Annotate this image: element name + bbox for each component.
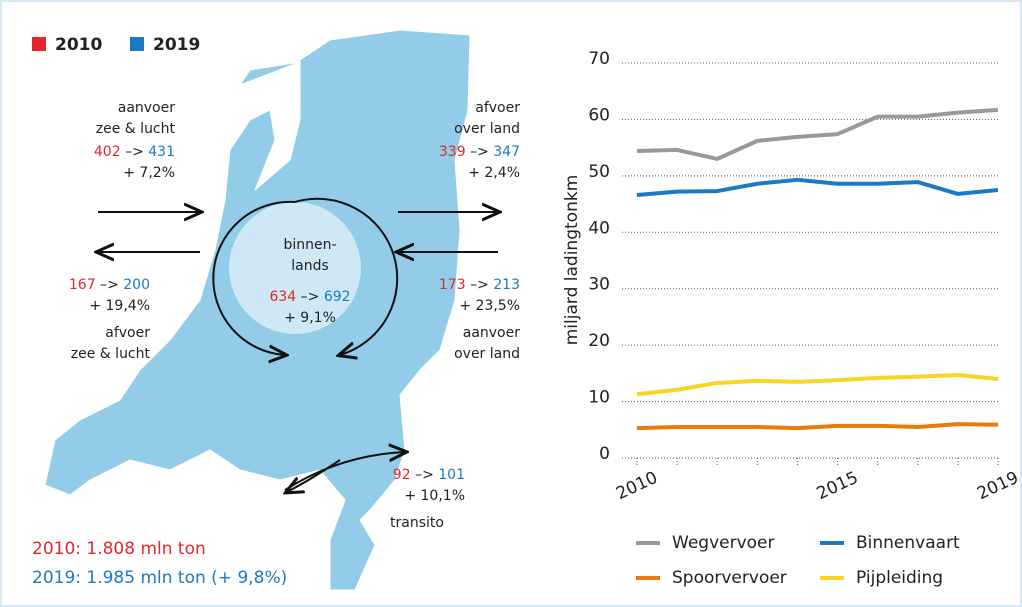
legend-label: Pijpleiding (856, 568, 943, 588)
total: 2019: 1.985 mln ton (+ 9,8%) (32, 568, 287, 588)
y-tick-label: 20 (588, 331, 610, 351)
flow-label: zee & lucht (96, 121, 176, 137)
flow-value: 101 (438, 467, 465, 483)
flow-value: –> (125, 144, 144, 160)
flow-value: 339 (439, 144, 466, 160)
flow-value: –> (301, 289, 320, 305)
legend-swatch (130, 37, 144, 51)
flow-arrow (287, 459, 341, 492)
flow-value: 634 (269, 289, 296, 305)
flow-value: 167 (69, 277, 96, 293)
flow-value: –> (415, 467, 434, 483)
legend-label: Binnenvaart (856, 533, 960, 553)
flow-label: afvoer (475, 100, 520, 116)
legend-label: 2019 (153, 35, 200, 55)
flow-label: aanvoer (463, 325, 520, 341)
y-tick-label: 0 (599, 444, 610, 464)
flow-change: + 19,4% (89, 298, 150, 314)
legend-swatch (32, 37, 46, 51)
flow-change: + 9,1% (284, 310, 336, 326)
y-axis-label: miljard ladingtonkm (562, 175, 582, 346)
flow-value: 92 (393, 467, 411, 483)
flow-values: 92 –> 101 (393, 467, 465, 483)
series-line (636, 107, 999, 161)
flow-label: zee & lucht (71, 346, 151, 362)
flow-label: over land (454, 121, 520, 137)
flow-change: + 10,1% (404, 488, 465, 504)
legend-label: Wegvervoer (672, 533, 774, 553)
flow-values: 339 –> 347 (439, 144, 520, 160)
flow-values: 167 –> 200 (69, 277, 150, 293)
legend-label: 2010 (55, 35, 102, 55)
flow-value: –> (100, 277, 119, 293)
flow-value: 173 (439, 277, 466, 293)
series-line (636, 177, 999, 198)
flow-label: binnen- (283, 237, 336, 253)
flow-change: + 2,4% (468, 165, 520, 181)
y-tick-label: 70 (588, 49, 610, 69)
circle-arrow (212, 200, 296, 355)
y-tick-label: 60 (588, 105, 610, 125)
flow-value: 200 (123, 277, 150, 293)
flow-value: 431 (148, 144, 175, 160)
y-tick-label: 10 (588, 388, 610, 408)
y-tick-label: 50 (588, 162, 610, 182)
flow-label: lands (291, 258, 329, 274)
y-tick-label: 30 (588, 275, 610, 295)
y-tick-label: 40 (588, 218, 610, 238)
flow-change: + 7,2% (123, 165, 175, 181)
flow-values: 634 –> 692 (269, 289, 350, 305)
legend-label: Spoorvervoer (672, 568, 787, 588)
flow-values: 173 –> 213 (439, 277, 520, 293)
domestic-circle (229, 202, 361, 334)
flow-value: –> (470, 144, 489, 160)
total: 2010: 1.808 mln ton (32, 539, 206, 559)
flow-value: 347 (493, 144, 520, 160)
flow-label: transito (390, 515, 444, 531)
flow-value: 402 (94, 144, 121, 160)
flow-label: afvoer (105, 325, 150, 341)
flow-value: 213 (493, 277, 520, 293)
flow-value: –> (470, 277, 489, 293)
flow-label: over land (454, 346, 520, 362)
flow-label: aanvoer (118, 100, 175, 116)
flow-change: + 23,5% (459, 298, 520, 314)
series-line (636, 422, 999, 431)
flow-value: 692 (324, 289, 351, 305)
series-line (636, 373, 999, 397)
flow-values: 402 –> 431 (94, 144, 175, 160)
